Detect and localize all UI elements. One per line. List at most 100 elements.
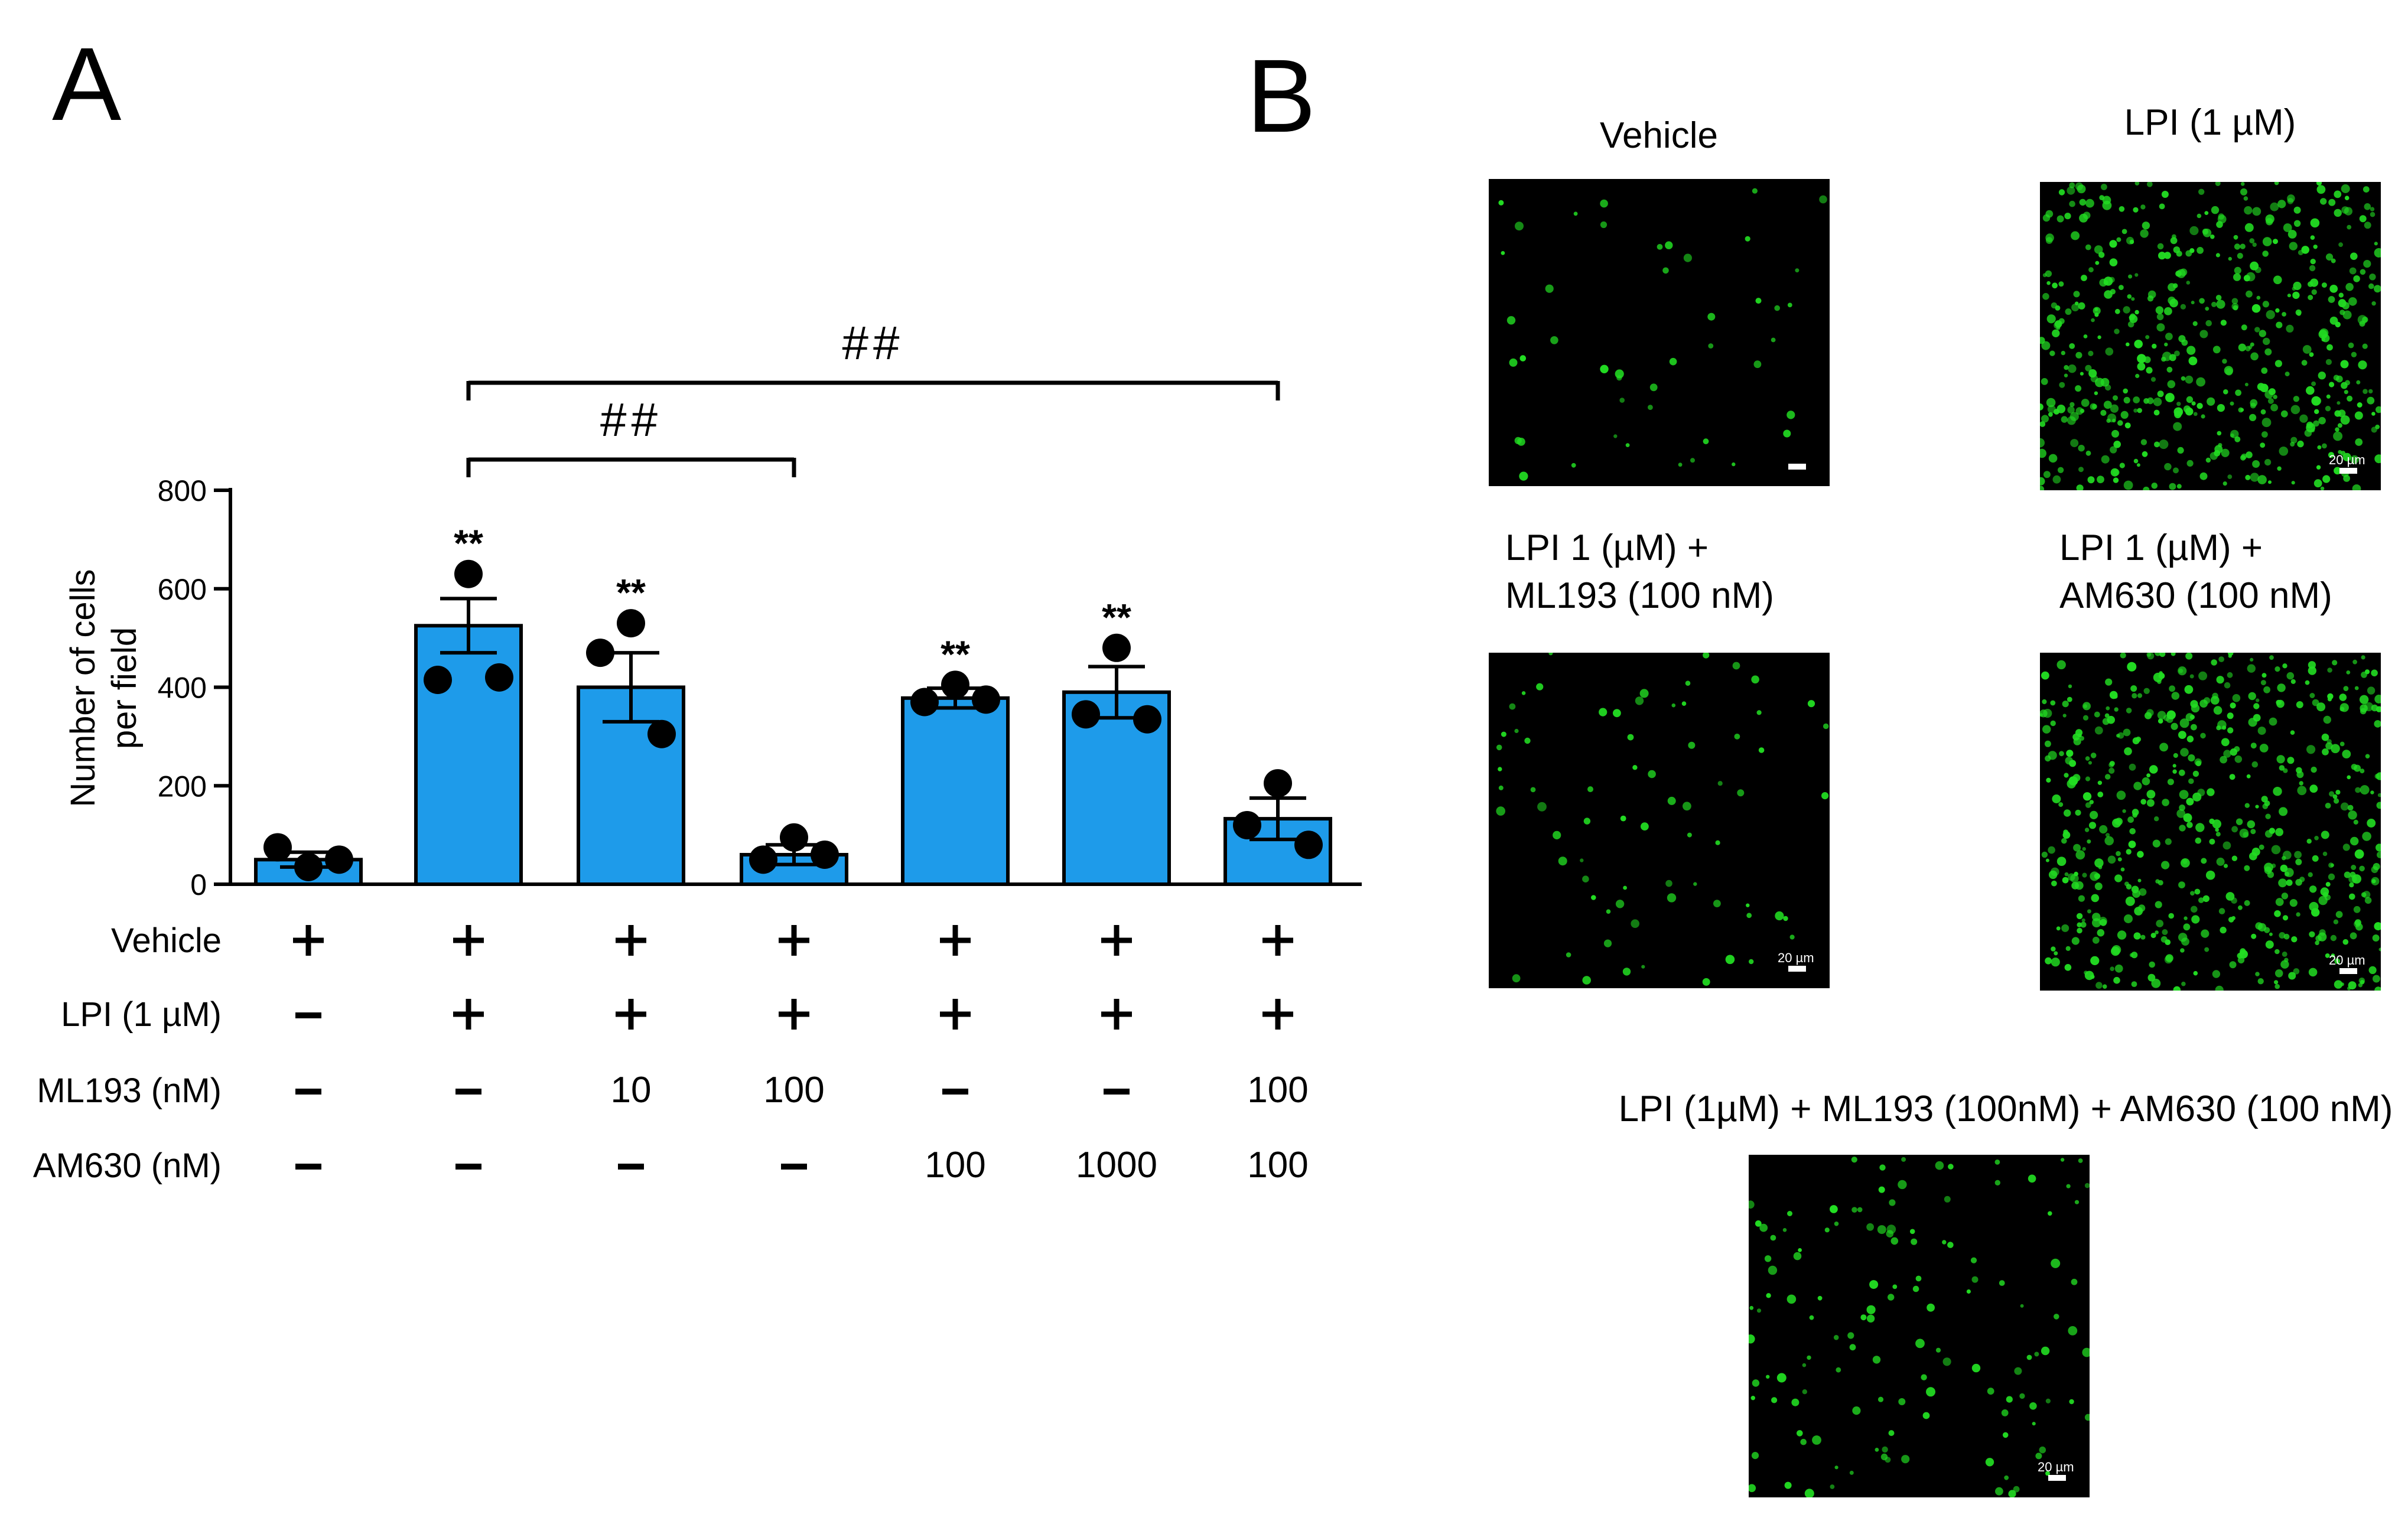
cell-1-180: [2048, 412, 2053, 417]
cell-4-56: [1926, 1387, 1935, 1397]
cell-3-516: [2181, 937, 2189, 946]
cell-1-19: [2156, 323, 2165, 332]
cell-3-281: [2203, 697, 2211, 704]
cell-4-40: [1749, 1334, 1755, 1344]
cell-3-488: [2157, 711, 2166, 720]
cell-3-299: [2274, 949, 2280, 955]
cell-1-117: [2042, 273, 2047, 278]
cell-3-111: [2365, 754, 2370, 759]
cell-1-375: [2104, 384, 2111, 391]
cell-3-204: [2223, 750, 2231, 758]
cell-1-344: [2047, 405, 2056, 413]
cell-3-476: [2274, 969, 2283, 978]
cell-3-353: [2143, 688, 2150, 694]
cell-3-362: [2348, 981, 2357, 990]
cell-3-467: [2373, 863, 2380, 871]
cell-1-253: [2338, 242, 2343, 247]
cell-2-28: [1521, 691, 1526, 695]
cell-1-293: [2052, 282, 2058, 289]
cell-2-4: [1775, 911, 1784, 921]
cell-1-50: [2128, 274, 2133, 279]
cell-3-373: [2212, 970, 2221, 978]
scale-bar-0: [1788, 464, 1806, 470]
cell-3-396: [2261, 796, 2268, 803]
cell-4-82: [1807, 1355, 1811, 1360]
cell-4-85: [1852, 1406, 1861, 1415]
cell-1-140: [2325, 253, 2334, 261]
cell-1-360: [2308, 281, 2313, 287]
cell-0-18: [1498, 200, 1504, 206]
cell-3-239: [2054, 951, 2058, 956]
cell-3-406: [2193, 970, 2198, 976]
cell-1-302: [2277, 466, 2282, 471]
cell-1-298: [2311, 289, 2317, 295]
cell-0-33: [1509, 358, 1518, 367]
cell-1-184: [2376, 406, 2381, 413]
cell-3-13: [2235, 818, 2243, 825]
cell-4-49: [1927, 1303, 1935, 1312]
cell-1-288: [2204, 211, 2209, 215]
cell-1-129: [2147, 295, 2154, 302]
cell-3-405: [2190, 891, 2195, 896]
cell-3-72: [2133, 781, 2142, 790]
cell-1-77: [2119, 206, 2125, 212]
cell-3-193: [2282, 951, 2287, 957]
cell-3-178: [2120, 653, 2126, 659]
cell-2-43: [1627, 734, 1634, 741]
cell-3-285: [2255, 922, 2263, 930]
cell-3-134: [2117, 857, 2122, 862]
cell-3-474: [2215, 985, 2224, 991]
cell-0-9: [1703, 438, 1709, 445]
scale-bar-label-3: 20 µm: [2329, 953, 2365, 968]
cell-1-445: [2056, 325, 2061, 330]
cell-1-274: [2057, 467, 2064, 473]
cell-1-341: [2123, 480, 2133, 490]
cell-3-169: [2052, 794, 2061, 803]
cell-3-31: [2105, 833, 2110, 838]
cell-1-456: [2306, 386, 2315, 395]
cell-3-468: [2251, 761, 2259, 768]
cell-1-156: [2328, 296, 2335, 303]
cell-3-5: [2124, 914, 2133, 923]
cell-4-128: [2020, 1304, 2024, 1308]
cell-1-468: [2123, 388, 2128, 394]
cell-1-312: [2061, 416, 2068, 423]
cell-3-450: [2169, 685, 2175, 692]
cell-1-486: [2205, 457, 2211, 463]
cell-3-224: [2277, 683, 2286, 692]
cell-1-518: [2210, 234, 2215, 239]
cell-3-346: [2239, 950, 2248, 959]
micrograph-caption-0: Vehicle: [1127, 112, 2191, 160]
cell-1-41: [2131, 297, 2135, 301]
cell-4-95: [1834, 1465, 1838, 1470]
cell-2-19: [1667, 893, 1677, 903]
cell-2-65: [1681, 701, 1687, 706]
cell-1-365: [2371, 412, 2376, 416]
cell-3-274: [2198, 671, 2208, 680]
cell-4-22: [2069, 1399, 2074, 1405]
cell-3-222: [2155, 901, 2162, 908]
cell-3-48: [2339, 693, 2347, 701]
cell-0-7: [1613, 434, 1618, 438]
cell-3-261: [2321, 733, 2329, 741]
cell-4-87: [1797, 1430, 1803, 1437]
cell-2-11: [1623, 885, 1627, 890]
cell-1-421: [2205, 320, 2212, 327]
cell-3-267: [2211, 659, 2217, 666]
cell-1-507: [2295, 309, 2302, 316]
cell-3-11: [2173, 986, 2181, 991]
cell-1-366: [2197, 213, 2202, 219]
cell-3-419: [2224, 682, 2231, 689]
cell-1-342: [2112, 418, 2116, 423]
cell-2-48: [1587, 786, 1593, 793]
cell-3-171: [2248, 692, 2256, 701]
data-point-0-2: [325, 845, 353, 874]
cell-3-455: [2327, 697, 2332, 702]
cell-3-228: [2296, 701, 2303, 708]
cell-3-408: [2140, 934, 2146, 940]
cell-1-244: [2137, 354, 2146, 363]
cell-3-252: [2280, 864, 2288, 872]
cell-1-241: [2349, 267, 2357, 275]
cell-1-258: [2266, 310, 2275, 320]
cell-1-42: [2069, 200, 2075, 207]
